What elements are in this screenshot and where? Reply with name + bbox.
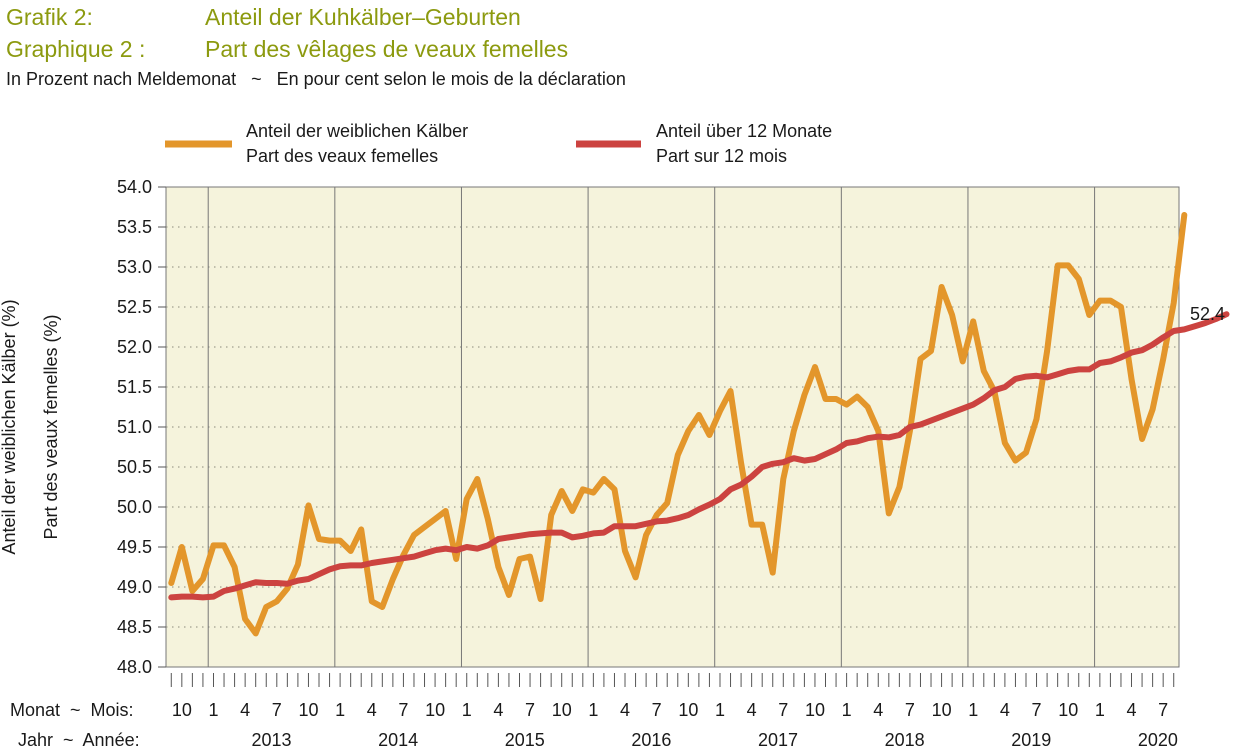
title-fr-label: Graphique 2 : <box>6 36 146 62</box>
x-month-label: 7 <box>525 700 535 720</box>
y-tick-label: 50.5 <box>117 457 152 477</box>
y-tick-label: 48.5 <box>117 617 152 637</box>
y-tick-label: 53.0 <box>117 257 152 277</box>
y-axis-label-fr: Part des veaux femelles (%) <box>41 314 61 539</box>
x-year-label: 2014 <box>378 730 418 750</box>
x-month-label: 4 <box>240 700 250 720</box>
x-month-label: 4 <box>873 700 883 720</box>
x-month-label: 10 <box>932 700 952 720</box>
x-month-label: 10 <box>172 700 192 720</box>
y-tick-label: 52.0 <box>117 337 152 357</box>
y-axis: 48.0 48.5 49.0 49.5 50.0 50.5 51.0 51.5 52.0 52.5… <box>117 177 166 677</box>
x-axis-label-year: Jahr ~ Année: <box>18 730 140 750</box>
x-month-label: 10 <box>678 700 698 720</box>
x-month-label: 1 <box>842 700 852 720</box>
end-value-annotation: 52.4 <box>1190 304 1225 324</box>
x-month-label: 1 <box>715 700 725 720</box>
x-month-label: 1 <box>1095 700 1105 720</box>
x-month-label: 1 <box>462 700 472 720</box>
x-month-label: 7 <box>398 700 408 720</box>
x-month-label: 7 <box>1158 700 1168 720</box>
x-month-label: 4 <box>1127 700 1137 720</box>
title-de-text: Anteil der Kuhkälber–Geburten <box>205 4 521 30</box>
title-de-label: Grafik 2: <box>6 4 93 30</box>
legend-label-monthly-de: Anteil der weiblichen Kälber <box>246 121 468 141</box>
y-tick-label: 51.5 <box>117 377 152 397</box>
x-month-label: 4 <box>1000 700 1010 720</box>
x-axis-label-month: Monat ~ Mois: <box>10 700 134 720</box>
x-month-label: 10 <box>425 700 445 720</box>
y-tick-label: 48.0 <box>117 657 152 677</box>
y-tick-label: 51.0 <box>117 417 152 437</box>
x-year-label: 2013 <box>251 730 291 750</box>
x-month-label: 1 <box>588 700 598 720</box>
x-month-label: 10 <box>298 700 318 720</box>
y-tick-label: 50.0 <box>117 497 152 517</box>
x-month-label: 7 <box>272 700 282 720</box>
series-line-rolling <box>168 311 1230 601</box>
legend: Anteil der weiblichen Kälber Part des ve… <box>165 121 832 166</box>
y-tick-label: 54.0 <box>117 177 152 197</box>
x-month-label: 1 <box>968 700 978 720</box>
x-month-label: 10 <box>1058 700 1078 720</box>
y-tick-label: 52.5 <box>117 297 152 317</box>
series-line-monthly <box>168 212 1188 637</box>
x-year-label: 2017 <box>758 730 798 750</box>
x-year-label: 2015 <box>505 730 545 750</box>
y-tick-label: 49.0 <box>117 577 152 597</box>
title-fr-text: Part des vêlages de veaux femelles <box>205 36 569 62</box>
x-year-label: 2016 <box>631 730 671 750</box>
x-month-label: 7 <box>1032 700 1042 720</box>
legend-label-rolling-de: Anteil über 12 Monate <box>656 121 832 141</box>
x-month-label: 4 <box>367 700 377 720</box>
x-year-label: 2020 <box>1138 730 1178 750</box>
y-tick-label: 53.5 <box>117 217 152 237</box>
x-month-label: 7 <box>905 700 915 720</box>
x-month-label: 7 <box>778 700 788 720</box>
x-month-label: 7 <box>652 700 662 720</box>
grid <box>166 187 1179 667</box>
x-year-label: 2019 <box>1011 730 1051 750</box>
x-month-label: 1 <box>335 700 345 720</box>
x-month-label: 10 <box>552 700 572 720</box>
x-month-label: 4 <box>620 700 630 720</box>
chart-subtitle: In Prozent nach Meldemonat ~ En pour cen… <box>6 69 626 89</box>
y-axis-label-de: Anteil der weiblichen Kälber (%) <box>0 299 19 554</box>
plot-area <box>165 186 1180 668</box>
x-month-label: 4 <box>747 700 757 720</box>
x-year-label: 2018 <box>885 730 925 750</box>
series <box>168 212 1230 637</box>
x-month-label: 10 <box>805 700 825 720</box>
legend-label-rolling-fr: Part sur 12 mois <box>656 146 787 166</box>
x-axis: 10 1 4 7 10 1 4 7 10 1 4 7 10 1 4 7 10 1 4 7 10 1 4 7 10 1 4 7 10 1 4 7… <box>170 673 1178 750</box>
y-tick-label: 49.5 <box>117 537 152 557</box>
legend-label-monthly-fr: Part des veaux femelles <box>246 146 438 166</box>
x-month-label: 1 <box>208 700 218 720</box>
x-month-label: 4 <box>493 700 503 720</box>
